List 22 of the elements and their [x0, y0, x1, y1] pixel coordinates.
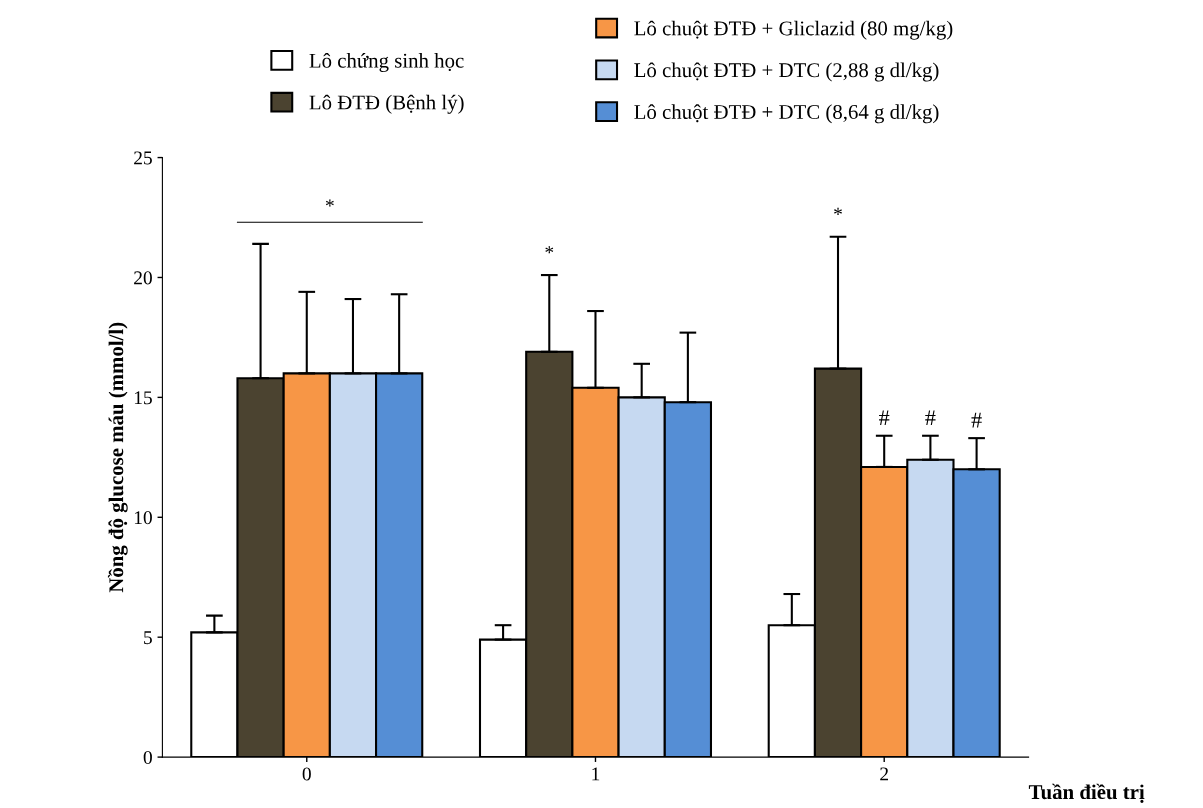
x-tick-label: 0 — [302, 767, 311, 781]
data-label: # — [925, 410, 936, 426]
annotation: * — [325, 199, 334, 207]
y-tick-label: 10 — [134, 511, 152, 525]
y-tick-label: 25 — [134, 151, 152, 165]
y-tick-label: 20 — [134, 271, 152, 285]
annotation: * — [545, 246, 554, 254]
y-tick-label: 0 — [143, 750, 152, 765]
y-axis-title: Nồng độ glucose máu (mmol/l) — [107, 322, 128, 593]
legend-label: Lô chuột ĐTĐ + DTC (8,64 g dl/kg) — [634, 104, 939, 124]
x-axis-title: Tuần điều trị — [1028, 783, 1145, 803]
x-tick-label: 2 — [880, 767, 888, 781]
legend-label: Lô ĐTĐ (Bệnh lý) — [309, 94, 464, 114]
legend-label: Lô chuột ĐTĐ + DTC (2,88 g dl/kg) — [634, 62, 939, 82]
legend-label: Lô chứng sinh học — [309, 53, 464, 73]
x-tick-label: 1 — [592, 767, 600, 781]
y-tick-label: 5 — [144, 631, 152, 645]
data-label: # — [971, 412, 982, 428]
annotation: * — [834, 207, 842, 215]
y-tick-label: 15 — [134, 391, 152, 405]
data-label: # — [879, 410, 890, 426]
legend-label: Lô chuột ĐTĐ + Gliclazid (80 mg/kg) — [634, 20, 953, 40]
